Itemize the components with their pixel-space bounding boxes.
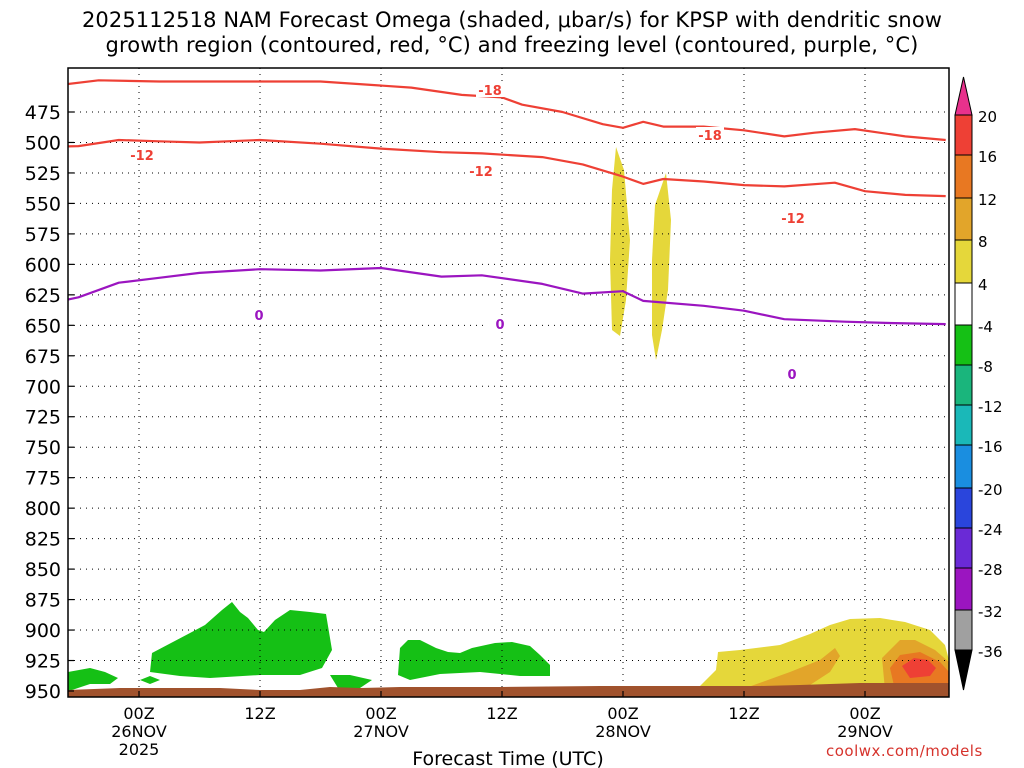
- x-tick-label: 00Z: [123, 704, 154, 723]
- x-tick-label: 00Z: [365, 704, 396, 723]
- colorbar-label: -12: [978, 398, 1003, 416]
- x-date-label: 29NOV: [837, 722, 893, 741]
- omega-green-patch-4: [140, 676, 160, 684]
- contour-label: 0: [495, 318, 504, 333]
- chart-title-line2: growth region (contoured, red, °C) and f…: [105, 33, 919, 57]
- contour--12: [68, 138, 946, 198]
- y-tick-label: 675: [25, 346, 61, 368]
- colorbar-label: 8: [978, 233, 988, 251]
- x-tick-label: 12Z: [244, 704, 275, 723]
- omega-yellow-band-1: [610, 147, 630, 336]
- colorbar-label: -24: [978, 521, 1003, 539]
- terrain-band: [68, 683, 949, 697]
- x-year-label: 2025: [119, 740, 160, 759]
- y-tick-label: 600: [25, 254, 61, 276]
- y-tick-label: 900: [25, 620, 61, 642]
- colorbar-label: 4: [978, 276, 988, 294]
- colorbar-label: -16: [978, 438, 1003, 456]
- contour-label-bg: [486, 316, 514, 331]
- y-tick-label: 650: [25, 315, 61, 337]
- colorbar-label: 20: [978, 108, 997, 126]
- x-tick-label: 00Z: [849, 704, 880, 723]
- omega-green-patch-5: [330, 675, 372, 688]
- chart-title-line1: 2025112518 NAM Forecast Omega (shaded, μ…: [81, 8, 943, 32]
- x-tick-label: 12Z: [728, 704, 759, 723]
- colorbar-label: -20: [978, 481, 1003, 499]
- contour-label: 0: [787, 368, 796, 383]
- omega-green-patch-3: [68, 668, 118, 690]
- colorbar-bottom-triangle: [954, 649, 973, 691]
- x-date-label: 27NOV: [353, 722, 409, 741]
- contour-label: -12: [130, 149, 154, 164]
- y-tick-label: 875: [25, 590, 61, 612]
- contour-label-bg: [467, 163, 495, 178]
- contour-0: [68, 266, 946, 326]
- contour-label: -18: [698, 129, 722, 144]
- colorbar-label: 12: [978, 191, 997, 209]
- colorbar-label: -4: [978, 318, 993, 336]
- colorbar-swatch: [954, 282, 973, 326]
- x-tick-label: 00Z: [607, 704, 638, 723]
- colorbar-swatch: [954, 404, 973, 446]
- omega-red-core: [902, 658, 936, 678]
- y-tick-label: 750: [25, 437, 61, 459]
- y-tick-label: 475: [25, 102, 61, 124]
- colorbar-label: -32: [978, 603, 1003, 621]
- y-tick-label: 700: [25, 376, 61, 398]
- colorbar-swatch: [954, 114, 973, 156]
- contour-label-bg: [476, 82, 504, 97]
- contour-label-bg: [245, 307, 273, 322]
- y-tick-label: 575: [25, 224, 61, 246]
- omega-gold-lowlevel: [740, 648, 840, 692]
- omega-green-patch-1: [150, 602, 332, 678]
- omega-yellow-band-2: [652, 173, 671, 360]
- contour-label-bg: [696, 127, 724, 142]
- colorbar-swatch: [954, 154, 973, 199]
- contour--18: [68, 79, 946, 142]
- y-tick-label: 525: [25, 163, 61, 185]
- x-date-label: 26NOV: [111, 722, 167, 741]
- omega-green-patch-2: [398, 640, 550, 680]
- colorbar-swatch: [954, 444, 973, 489]
- y-tick-label: 950: [25, 681, 61, 703]
- colorbar-label: 16: [978, 148, 997, 166]
- colorbar-swatch: [954, 197, 973, 241]
- contour-label: -18: [478, 84, 502, 99]
- x-tick-label: 12Z: [486, 704, 517, 723]
- contour-label: -12: [469, 165, 493, 180]
- contour-label-bg: [128, 147, 156, 162]
- y-tick-label: 725: [25, 407, 61, 429]
- colorbar-swatch: [954, 487, 973, 529]
- y-tick-label: 925: [25, 651, 61, 673]
- colorbar-swatch: [954, 527, 973, 569]
- colorbar-swatch: [954, 364, 973, 406]
- contour-label: -12: [781, 212, 805, 227]
- y-tick-label: 775: [25, 468, 61, 490]
- colorbar-swatch: [954, 609, 973, 651]
- x-date-label: 28NOV: [595, 722, 651, 741]
- colorbar-top-triangle: [954, 76, 973, 116]
- colorbar-swatch: [954, 567, 973, 611]
- colorbar-swatch: [954, 239, 973, 284]
- x-axis-label: Forecast Time (UTC): [412, 748, 603, 768]
- contour-label-bg: [778, 366, 806, 381]
- y-tick-label: 500: [25, 132, 61, 154]
- plot-frame: [67, 67, 950, 698]
- contour-label: 0: [254, 309, 263, 324]
- colorbar-label: -36: [978, 643, 1003, 661]
- y-tick-label: 550: [25, 193, 61, 215]
- y-tick-label: 825: [25, 529, 61, 551]
- colorbar-label: -8: [978, 358, 993, 376]
- colorbar-label: -28: [978, 561, 1003, 579]
- y-tick-label: 850: [25, 559, 61, 581]
- y-tick-label: 800: [25, 498, 61, 520]
- colorbar-swatch: [954, 324, 973, 366]
- contour-label-bg: [779, 210, 807, 225]
- site-credit: coolwx.com/models: [826, 742, 983, 760]
- y-tick-label: 625: [25, 285, 61, 307]
